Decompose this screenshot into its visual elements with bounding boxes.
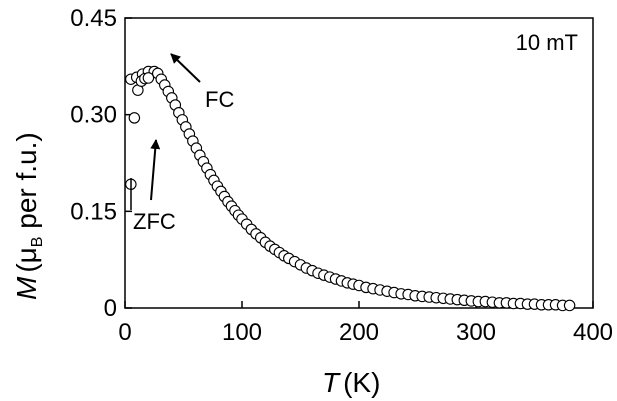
fc-arrow <box>170 53 201 83</box>
x-tick-label: 100 <box>222 319 262 346</box>
y-tick-label: 0.15 <box>70 198 117 225</box>
data-point <box>142 72 155 84</box>
y-axis-title: M(μB per f.u.) <box>11 132 46 300</box>
data-markers <box>125 65 576 312</box>
field-annotation: 10 mT <box>516 30 578 55</box>
y-tick-label: 0.30 <box>70 102 117 129</box>
data-point <box>128 112 141 124</box>
zfc-arrow <box>150 139 161 201</box>
x-tick-label: 400 <box>573 319 613 346</box>
y-tick-label: 0.45 <box>70 5 117 32</box>
data-point <box>563 299 576 312</box>
x-tick-label: 300 <box>456 319 496 346</box>
fc-label: FC <box>205 87 234 112</box>
y-tick-label: 0 <box>104 295 117 322</box>
x-tick-label: 200 <box>339 319 379 346</box>
y-axis-ticks: 0 0.15 0.30 0.45 <box>70 5 132 322</box>
x-axis-title: T (K) <box>322 367 380 398</box>
zfc-label: ZFC <box>133 209 176 234</box>
plot-frame <box>124 17 594 309</box>
x-tick-label: 0 <box>118 319 131 346</box>
x-axis-ticks: 0 100 200 300 400 <box>118 301 613 346</box>
